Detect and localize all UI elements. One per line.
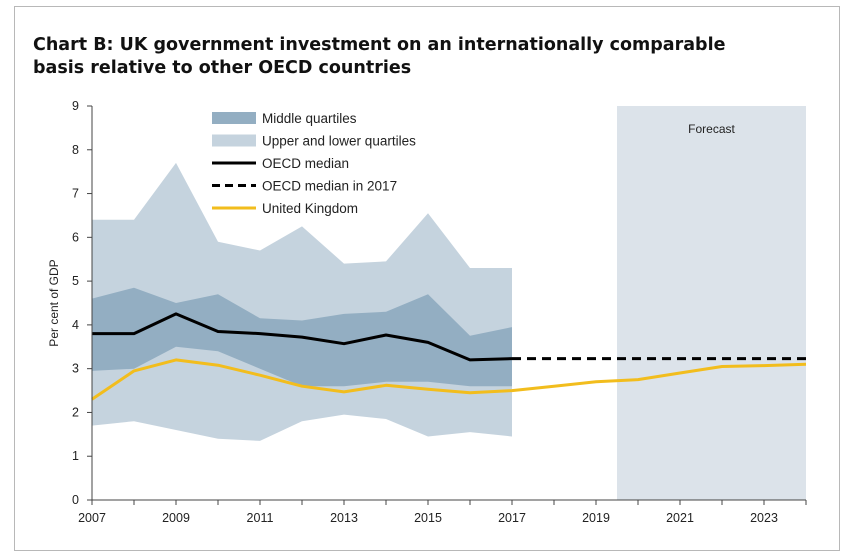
x-tick-label: 2011 <box>247 511 274 525</box>
x-tick-label: 2013 <box>330 511 358 525</box>
x-tick-label: 2019 <box>582 511 610 525</box>
y-tick-label: 6 <box>72 230 79 244</box>
x-tick-label: 2009 <box>162 511 190 525</box>
y-tick-label: 7 <box>72 187 79 201</box>
line-series-2 <box>92 312 513 362</box>
y-tick-label: 8 <box>72 143 79 157</box>
y-tick-label: 1 <box>72 449 79 463</box>
x-tick-label: 2021 <box>666 511 694 525</box>
x-tick-label: 2017 <box>498 511 526 525</box>
y-tick-label: 2 <box>72 405 79 419</box>
legend-swatch-1 <box>212 134 256 147</box>
legend-label-3: OECD median in 2017 <box>262 179 397 194</box>
x-tick-label: 2007 <box>78 511 106 525</box>
x-tick-label: 2023 <box>750 511 778 525</box>
chart-title: Chart B: UK government investment on an … <box>33 35 726 78</box>
forecast-label: Forecast <box>688 122 735 136</box>
legend-label-4: United Kingdom <box>262 201 358 216</box>
y-axis-label: Per cent of GDP <box>47 259 61 346</box>
y-tick-label: 0 <box>72 493 79 507</box>
y-tick-label: 3 <box>72 362 79 376</box>
y-tick-label: 9 <box>72 99 79 113</box>
x-tick-label: 2015 <box>414 511 442 525</box>
legend-label-0: Middle quartiles <box>262 111 357 126</box>
y-tick-label: 4 <box>72 318 79 332</box>
legend-label-1: Upper and lower quartiles <box>262 134 416 149</box>
forecast-region <box>617 106 806 500</box>
legend-swatch-0 <box>212 112 256 124</box>
line-series-4 <box>91 358 807 401</box>
legend-label-2: OECD median <box>262 156 349 171</box>
y-tick-label: 5 <box>72 274 79 288</box>
